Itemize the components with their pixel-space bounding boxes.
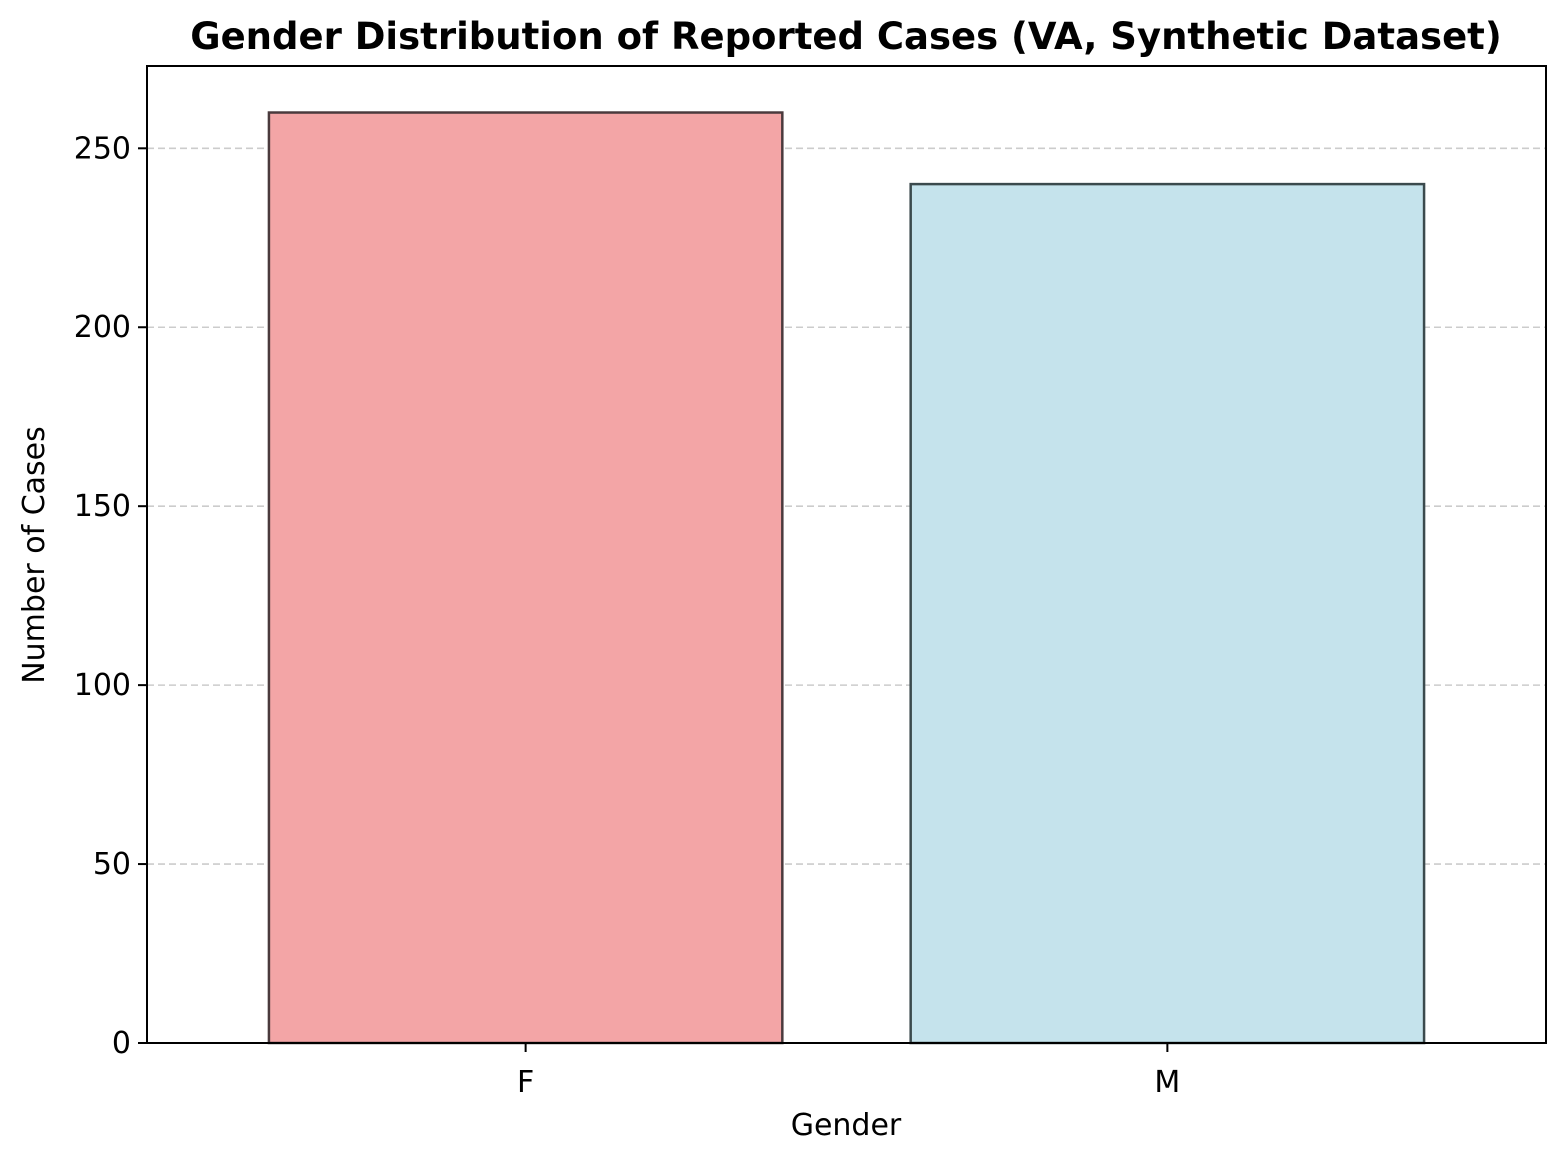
- x-axis-label: Gender: [791, 1108, 902, 1143]
- bar-f: [267, 111, 784, 1045]
- y-axis-label: Number of Cases: [17, 426, 52, 684]
- y-tick-label: 200: [74, 310, 131, 345]
- y-tick-label: 150: [74, 489, 131, 524]
- y-tick-label: 100: [74, 668, 131, 703]
- y-tick-label: 50: [93, 847, 131, 882]
- y-tick-label: 0: [112, 1026, 131, 1061]
- y-tick-label: 250: [74, 131, 131, 166]
- x-tick-label: M: [1154, 1065, 1180, 1100]
- y-axis-ticks: 0 50 100 150 200 250: [74, 131, 147, 1061]
- bar-m: [909, 182, 1426, 1045]
- plot-frame: [146, 65, 1547, 1044]
- x-tick-label: F: [517, 1065, 534, 1100]
- chart-title: Gender Distribution of Reported Cases (V…: [190, 15, 1502, 58]
- bars: [267, 111, 1426, 1045]
